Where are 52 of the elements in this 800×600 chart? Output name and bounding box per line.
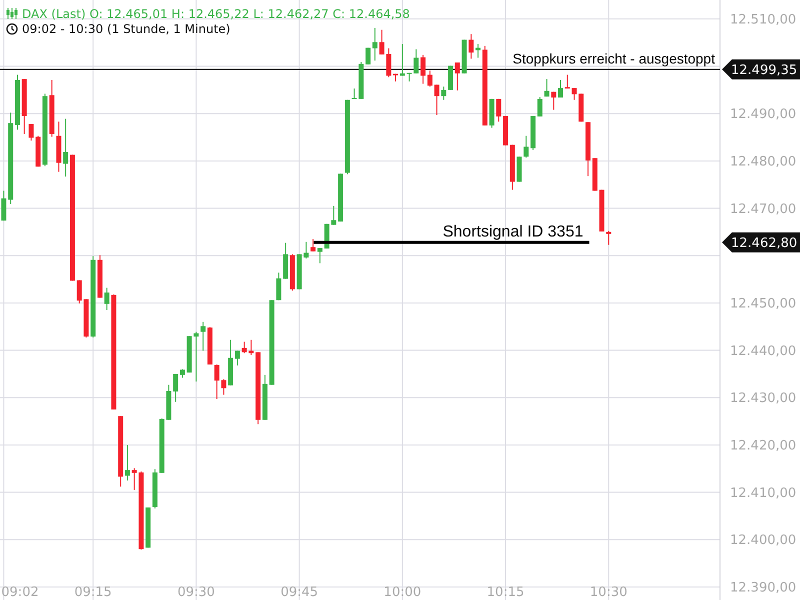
x-tick-label: 09:30 <box>177 585 215 600</box>
y-tick-label: 12.450,00 <box>730 296 796 312</box>
annotation: O: 12.465,01 H: 12.465,22 L: 12.462,27 C: 12.464,58 <box>89 7 410 21</box>
candlestick <box>496 98 502 122</box>
candlestick <box>200 321 206 352</box>
candlestick <box>276 272 282 301</box>
candlestick <box>441 86 446 100</box>
y-tick-label: 12.510,00 <box>730 12 796 28</box>
x-tick-label: 09:15 <box>74 585 112 600</box>
annotation: 09:02 - 10:30 (1 Stunde, 1 Minute) <box>22 22 230 36</box>
y-tick-label: 12.430,00 <box>730 391 796 406</box>
ref-line-label: Stoppkurs erreicht - ausgestoppt <box>512 50 716 66</box>
candlestick <box>558 80 564 98</box>
x-tick-label: 10:30 <box>590 585 628 600</box>
y-tick-label: 12.400,00 <box>730 533 796 548</box>
series-label: Shortsignal ID 3351 <box>442 223 584 240</box>
y-tick-label: 12.390,00 <box>730 580 796 596</box>
candlestick <box>434 84 440 116</box>
y-tick-label: 12.480,00 <box>730 154 796 170</box>
x-tick-label: 10:15 <box>486 585 524 600</box>
candlestick <box>544 78 550 98</box>
candlestick <box>104 287 110 311</box>
candlestick <box>427 70 432 88</box>
y-tick-label: 12.420,00 <box>730 438 796 454</box>
candlestick <box>317 248 322 264</box>
y-tick-label: 12.440,00 <box>730 344 796 359</box>
candlestick <box>564 74 570 90</box>
candlestick <box>173 373 178 402</box>
candlestick <box>537 96 542 117</box>
candlestick <box>454 62 460 91</box>
x-tick-label: 09:45 <box>280 585 318 600</box>
candlestick <box>63 118 68 178</box>
text: 12.462,80 <box>731 236 798 251</box>
candlestick <box>28 124 34 142</box>
candlestick <box>524 135 529 158</box>
text: DAX (Last) <box>22 7 86 21</box>
candlestick <box>606 230 612 246</box>
candlestick <box>1 190 6 222</box>
y-tick-label: 12.410,00 <box>730 486 796 501</box>
x-tick-label: 09:02 <box>1 585 39 600</box>
candlestick <box>234 350 240 366</box>
candlestick <box>310 238 316 252</box>
candlestick <box>366 47 371 65</box>
candlestick <box>124 444 130 481</box>
candlestick <box>468 34 474 60</box>
x-tick-label: 10:00 <box>384 585 422 600</box>
y-tick-label: 12.490,00 <box>730 107 796 122</box>
y-tick-label: 12.470,00 <box>730 202 796 217</box>
candlestick <box>420 54 426 84</box>
text: 12.499,35 <box>731 62 798 78</box>
candlestick <box>551 91 556 110</box>
candlestick <box>372 27 378 62</box>
